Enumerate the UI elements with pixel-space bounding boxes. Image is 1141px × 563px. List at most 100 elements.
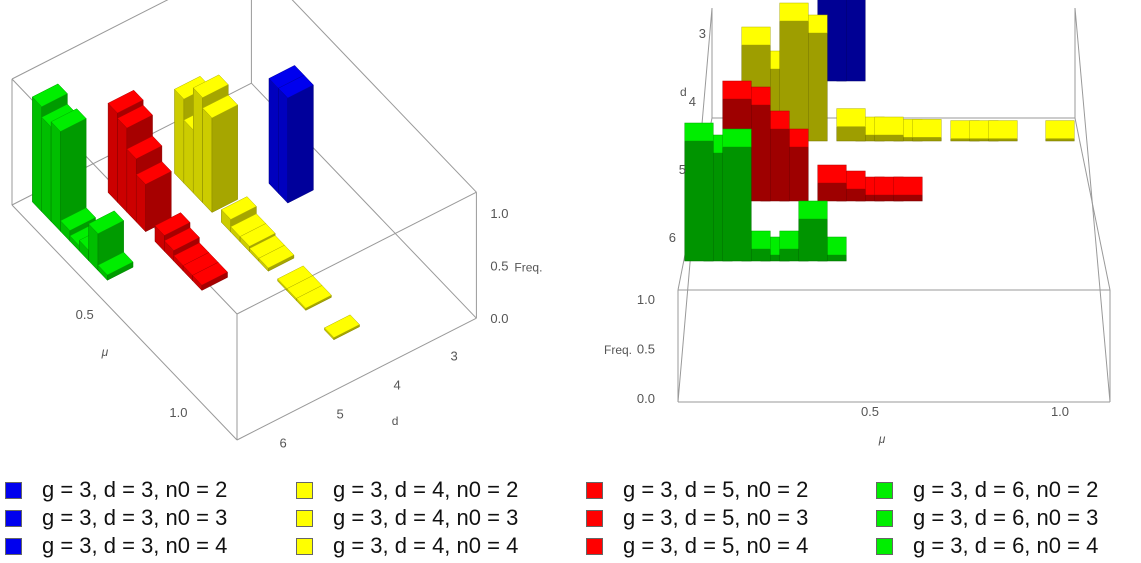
bar-face-front xyxy=(202,107,213,214)
bar-face-front xyxy=(817,182,847,202)
legend-swatch xyxy=(586,481,603,499)
legend-label: g = 3, d = 5, n0 = 3 xyxy=(623,505,809,530)
bar-face-side xyxy=(211,104,238,213)
legend-item: g = 3, d = 3, n0 = 4 xyxy=(5,532,227,560)
bar-face-top xyxy=(277,74,314,99)
chart-top-view: 3 4 5 6 d 0.0 0.5 1.0 Freq. 0.5 1.0 μ xyxy=(604,0,1111,446)
legend-swatch xyxy=(296,481,313,499)
z-tick-label: 0.0 xyxy=(490,311,508,326)
legend-label: g = 3, d = 4, n0 = 4 xyxy=(333,533,519,558)
bar-face-top xyxy=(107,89,144,114)
bar-d5 xyxy=(893,176,923,202)
charts-canvas: 0.0 0.5 1.0 Freq. 3 4 5 6 d 0.5 1.0 μ 3 4 5 6 d 0.0 0.5 1.… xyxy=(11,0,1111,451)
legend-swatch xyxy=(5,537,22,555)
bar-d4 xyxy=(202,94,239,214)
bar-d4 xyxy=(258,244,295,272)
legend-label: g = 3, d = 3, n0 = 2 xyxy=(42,477,228,502)
bar-face-front xyxy=(32,96,42,213)
bar-face-front xyxy=(268,77,279,194)
d-tick-label: 4 xyxy=(689,94,696,109)
bar-d5 xyxy=(192,262,228,292)
bar-d4 xyxy=(295,285,332,312)
legend-swatch xyxy=(5,509,22,527)
bar-d4 xyxy=(912,119,942,142)
bar-face-front xyxy=(192,87,203,204)
bar-face-front xyxy=(836,126,866,142)
z-tick-label: 0.0 xyxy=(637,391,655,406)
bar-face-front xyxy=(126,148,137,223)
bar-face-top xyxy=(88,210,125,235)
bar-d4 xyxy=(779,2,809,142)
bar-d6 xyxy=(97,251,134,281)
legend-item: g = 3, d = 6, n0 = 4 xyxy=(876,532,1098,560)
legend-swatch xyxy=(296,509,313,527)
legend-label: g = 3, d = 4, n0 = 3 xyxy=(333,505,519,530)
bar-d4 xyxy=(988,120,1018,142)
d-tick-label: 5 xyxy=(679,162,686,177)
bar-face-front xyxy=(41,116,52,223)
legend-swatch xyxy=(876,481,893,499)
bar-face-front xyxy=(50,121,61,232)
bar-face-top xyxy=(220,196,257,220)
legend-column: g = 3, d = 4, n0 = 2 g = 3, d = 4, n0 = 3… xyxy=(296,476,518,560)
bar-d4 xyxy=(324,314,360,341)
mu-axis-label: μ xyxy=(101,345,109,359)
bar-face-top xyxy=(722,128,752,148)
legend-item: g = 3, d = 6, n0 = 3 xyxy=(876,504,1098,532)
bar-face-front xyxy=(722,146,752,262)
bar-face-top xyxy=(295,285,332,309)
legend-item: g = 3, d = 5, n0 = 4 xyxy=(586,532,808,560)
bar-face-top xyxy=(988,120,1018,139)
legend-item: g = 3, d = 3, n0 = 3 xyxy=(5,504,227,532)
bar-face-top xyxy=(684,122,714,142)
bar-face-front xyxy=(183,119,194,194)
z-axis-label: Freq. xyxy=(604,343,632,357)
bar-face-front xyxy=(278,87,288,204)
legend: g = 3, d = 3, n0 = 2 g = 3, d = 3, n0 = 3… xyxy=(0,476,1141,563)
bar-face-top xyxy=(817,164,847,184)
bar-face-front xyxy=(117,117,128,213)
legend-label: g = 3, d = 6, n0 = 4 xyxy=(913,533,1099,558)
bar-d4 xyxy=(836,108,866,142)
legend-swatch xyxy=(5,481,22,499)
legend-item: g = 3, d = 4, n0 = 3 xyxy=(296,504,518,532)
legend-item: g = 3, d = 3, n0 = 2 xyxy=(5,476,227,504)
bar-face-front xyxy=(174,88,185,184)
mu-tick-label: 0.5 xyxy=(76,307,94,322)
bar-face-front xyxy=(874,134,904,142)
bar-face-front xyxy=(912,137,942,142)
d-axis-label: d xyxy=(680,85,687,99)
box-edge xyxy=(236,317,477,441)
bar-face-top xyxy=(874,116,904,136)
bar-face-top xyxy=(192,262,228,286)
bar-face-top xyxy=(31,83,68,108)
bar-face-top xyxy=(324,314,360,338)
legend-label: g = 3, d = 6, n0 = 2 xyxy=(913,477,1099,502)
bar-d6 xyxy=(722,128,752,262)
z-tick-label: 1.0 xyxy=(490,206,508,221)
bar-face-top xyxy=(239,223,276,247)
d-tick-label: 6 xyxy=(280,436,287,451)
bar-face-top xyxy=(117,104,153,129)
bar-d4 xyxy=(1045,120,1075,142)
bar-face-top xyxy=(60,207,96,231)
z-axis-label: Freq. xyxy=(514,261,542,275)
box-edge xyxy=(11,204,238,441)
bar-face-front xyxy=(1045,138,1075,142)
legend-swatch xyxy=(876,509,893,527)
legend-column: g = 3, d = 5, n0 = 2 g = 3, d = 5, n0 = 3… xyxy=(586,476,808,560)
z-tick-label: 0.5 xyxy=(637,342,655,357)
legend-item: g = 3, d = 4, n0 = 2 xyxy=(296,476,518,504)
bar-face-top xyxy=(258,244,295,269)
legend-label: g = 3, d = 4, n0 = 2 xyxy=(333,477,519,502)
d-tick-label: 3 xyxy=(699,26,706,41)
bar-face-top xyxy=(135,161,172,185)
d-axis-label: d xyxy=(392,414,399,428)
bar-face-top xyxy=(836,108,866,127)
bar-d6 xyxy=(50,108,87,232)
bar-d6 xyxy=(798,200,828,262)
bar-face-front xyxy=(684,140,714,262)
bar-face-top xyxy=(779,2,809,22)
d-tick-label: 3 xyxy=(451,349,458,364)
mu-tick-label: 0.5 xyxy=(861,404,879,419)
